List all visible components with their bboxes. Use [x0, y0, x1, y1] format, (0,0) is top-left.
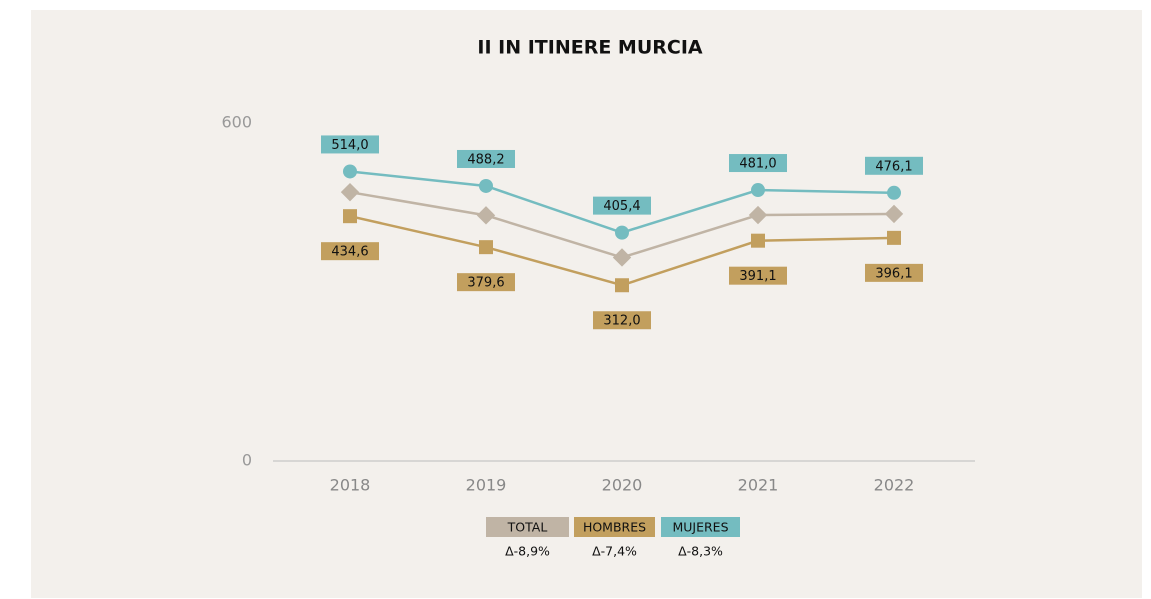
- legend-label: TOTAL: [507, 520, 548, 535]
- x-tick-label: 2018: [330, 476, 371, 495]
- legend-swatch: [661, 517, 740, 537]
- point: [479, 178, 493, 193]
- data-label: 514,0: [331, 138, 368, 153]
- x-tick-label: 2020: [602, 476, 643, 495]
- data-label: 434,6: [331, 245, 368, 260]
- data-label: 396,1: [875, 266, 912, 281]
- data-label: 391,1: [739, 269, 776, 284]
- point: [343, 164, 357, 179]
- y-tick-label: 0: [242, 451, 252, 470]
- legend-label: MUJERES: [672, 520, 728, 535]
- point: [887, 185, 901, 200]
- data-label-box: [593, 196, 651, 215]
- legend-change: Δ-7,4%: [592, 544, 637, 559]
- point: [615, 225, 629, 240]
- legend-swatch: [574, 517, 655, 537]
- data-label-box: [321, 135, 379, 154]
- data-label: 379,6: [467, 276, 504, 291]
- legend-change: Δ-8,3%: [678, 544, 723, 559]
- chart-title: II IN ITINERE MURCIA: [477, 37, 703, 59]
- y-tick-label: 600: [221, 113, 252, 132]
- point: [751, 183, 765, 198]
- point: [884, 204, 904, 224]
- data-label-box: [865, 263, 923, 282]
- point: [887, 230, 901, 245]
- data-label-box: [593, 311, 651, 330]
- point: [340, 182, 360, 202]
- data-label: 476,1: [875, 159, 912, 174]
- point: [615, 278, 629, 293]
- data-label: 405,4: [603, 199, 640, 214]
- legend-change: Δ-8,9%: [505, 544, 550, 559]
- panel: [31, 10, 1142, 598]
- x-tick-label: 2019: [466, 476, 507, 495]
- data-label-box: [729, 266, 787, 285]
- data-label: 312,0: [603, 314, 640, 329]
- data-label: 481,0: [739, 157, 776, 172]
- data-label-box: [457, 149, 515, 168]
- data-label: 488,2: [467, 152, 504, 167]
- point: [476, 206, 496, 225]
- data-label-box: [457, 273, 515, 292]
- data-label-box: [321, 242, 379, 261]
- point: [479, 240, 493, 255]
- point: [343, 209, 357, 224]
- x-tick-label: 2022: [874, 476, 915, 495]
- legend-swatch: [486, 517, 569, 537]
- data-label-box: [865, 156, 923, 175]
- data-label-box: [729, 154, 787, 173]
- legend-label: HOMBRES: [583, 520, 646, 535]
- point: [751, 233, 765, 248]
- point: [748, 205, 768, 225]
- x-tick-label: 2021: [738, 476, 779, 495]
